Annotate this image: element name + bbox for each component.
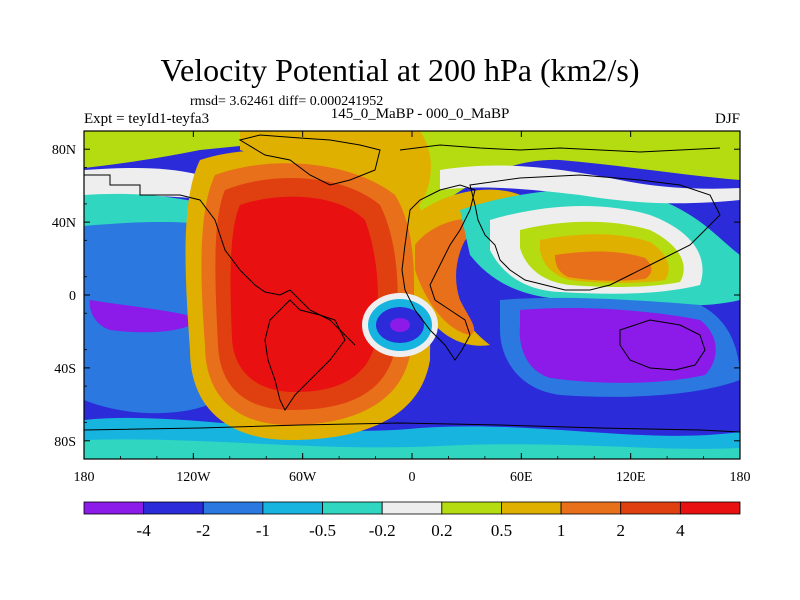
y-tick-label: 80S xyxy=(54,435,76,450)
field-indo-pacific-low-purple xyxy=(519,308,716,383)
period-label: 145_0_MaBP - 000_0_MaBP xyxy=(330,106,510,122)
field-swirl-orange xyxy=(415,218,480,335)
colorbar-label: -0.2 xyxy=(369,521,396,540)
colorbar-label: -4 xyxy=(137,521,152,540)
field-asia-red xyxy=(555,251,652,281)
field-atlantic-low-purple xyxy=(390,318,410,332)
x-axis: 180 120W 60W 0 60E 120E 180 xyxy=(74,131,751,485)
coastline-asia xyxy=(469,174,721,291)
colorbar-swatch xyxy=(441,501,502,515)
coastline-europe-africa xyxy=(401,184,476,361)
x-tick-label: 120W xyxy=(176,470,211,485)
colorbar-swatch xyxy=(322,501,383,515)
coastline-arctic-islands xyxy=(399,144,721,153)
colorbar-label: -1 xyxy=(256,521,270,540)
x-tick-label: 60W xyxy=(289,470,317,485)
field-central-red xyxy=(230,196,378,392)
field-north-band-gray xyxy=(84,167,210,200)
colorbar-swatch xyxy=(620,501,681,515)
y-tick-label: 80N xyxy=(52,143,76,158)
colorbar-swatch xyxy=(679,501,741,515)
colorbar-swatch xyxy=(143,501,204,515)
colorbar: -4 -2 -1 -0.5 -0.2 0.2 0.5 1 2 4 xyxy=(83,501,741,540)
coastline-south-america xyxy=(264,299,346,411)
x-tick-label: 180 xyxy=(74,470,95,485)
coastline-antarctica xyxy=(84,422,740,433)
x-tick-label: 180 xyxy=(730,470,751,485)
coastline-north-america xyxy=(84,174,356,346)
colorbar-label: 1 xyxy=(557,521,566,540)
experiment-label: Expt = teyId1-teyfa3 xyxy=(84,111,210,127)
colorbar-swatch xyxy=(262,501,323,515)
colorbar-label: 4 xyxy=(676,521,685,540)
colorbar-swatch xyxy=(83,501,145,515)
colorbar-label: -2 xyxy=(196,521,210,540)
colorbar-label: 0.5 xyxy=(491,521,512,540)
coastlines xyxy=(84,134,740,433)
colorbar-swatch xyxy=(381,501,443,515)
y-tick-label: 40S xyxy=(54,362,76,377)
field-north-band-cyan xyxy=(84,193,215,226)
field-arctic-east-white xyxy=(440,165,740,204)
x-tick-label: 120E xyxy=(616,470,646,485)
y-tick-label: 40N xyxy=(52,216,76,231)
coastline-australia xyxy=(619,319,706,371)
y-axis: 80N 40N 0 40S 80S xyxy=(52,130,740,460)
colorbar-swatch xyxy=(501,501,562,515)
season-label: DJF xyxy=(714,111,740,127)
chart-title: Velocity Potential at 200 hPa (km2/s) xyxy=(160,52,640,88)
contour-field xyxy=(84,131,740,459)
colorbar-label: -0.5 xyxy=(309,521,336,540)
field-south-polar-band-inner xyxy=(84,439,740,459)
colorbar-swatch xyxy=(202,501,264,515)
colorbar-label: 2 xyxy=(616,521,625,540)
field-west-purple xyxy=(89,300,200,333)
colorbar-label: 0.2 xyxy=(431,521,452,540)
x-tick-label: 60E xyxy=(510,470,533,485)
x-tick-label: 0 xyxy=(409,470,416,485)
rmsd-diff-label: rmsd= 3.62461 diff= 0.000241952 xyxy=(190,94,384,109)
y-tick-label: 0 xyxy=(69,289,76,304)
colorbar-swatch xyxy=(560,501,622,515)
coastline-greenland xyxy=(238,134,381,186)
